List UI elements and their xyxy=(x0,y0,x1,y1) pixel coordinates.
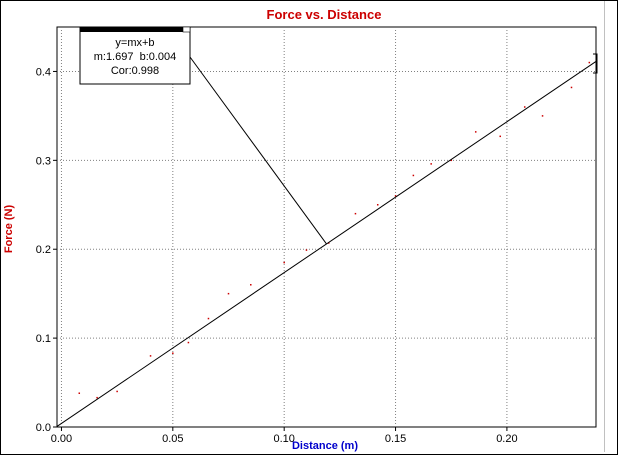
x-tick-label: 0.05 xyxy=(162,433,183,445)
data-point xyxy=(354,212,357,215)
data-point xyxy=(149,355,152,357)
y-tick-label: 0.3 xyxy=(36,155,51,167)
data-point xyxy=(588,61,591,64)
data-point xyxy=(305,249,308,251)
data-point xyxy=(394,195,397,197)
fit-info-box-frame xyxy=(79,26,191,85)
data-point xyxy=(499,135,501,138)
x-axis-label: Distance (m) xyxy=(292,440,358,452)
x-tick-label: 0.10 xyxy=(273,433,294,445)
y-tick-label: 0.1 xyxy=(36,333,51,345)
data-point xyxy=(541,115,544,117)
y-tick-label: 0.4 xyxy=(36,66,51,78)
y-tick-label: 0.2 xyxy=(36,244,51,256)
data-point xyxy=(250,284,252,286)
grid xyxy=(57,27,596,427)
fit-callout-line xyxy=(189,56,327,245)
data-point xyxy=(96,396,98,399)
x-tick-label: 0.15 xyxy=(385,433,406,445)
selection-bracket[interactable] xyxy=(593,53,598,74)
data-point xyxy=(430,163,432,165)
data-point xyxy=(523,106,526,108)
chart-title: Force vs. Distance xyxy=(267,7,382,22)
x-tick-label: 0.20 xyxy=(496,433,517,445)
vertical-scrollbar[interactable] xyxy=(604,1,617,452)
fit-info-box-titlebar[interactable] xyxy=(80,27,190,32)
fit-equation: y=mx+b xyxy=(115,37,154,49)
x-tick-label: 0.00 xyxy=(51,433,72,445)
data-point xyxy=(172,352,174,354)
data-point xyxy=(116,390,118,393)
data-point xyxy=(187,341,190,344)
y-axis-label: Force (N) xyxy=(3,205,15,254)
data-point xyxy=(376,204,379,206)
data-point xyxy=(78,392,81,394)
ticks: 0.00 0.05 0.10 0.15 0.20 0.0 0.1 0.2 0.3 0.4 xyxy=(36,66,518,445)
data-point xyxy=(283,261,285,264)
y-tick-label: 0.0 xyxy=(36,422,51,434)
data-point xyxy=(450,159,452,162)
close-icon[interactable] xyxy=(182,26,191,33)
data-point xyxy=(207,317,210,320)
data-point xyxy=(570,86,573,89)
fit-parameters: m:1.697 b:0.004 xyxy=(94,51,177,63)
plot-area xyxy=(56,26,597,428)
fit-correlation: Cor:0.998 xyxy=(111,65,159,77)
data-point xyxy=(412,174,415,177)
data-point xyxy=(227,292,230,295)
fit-info-box[interactable]: y=mx+b m:1.697 b:0.004 Cor:0.998 xyxy=(79,26,191,85)
data-point xyxy=(474,131,477,133)
